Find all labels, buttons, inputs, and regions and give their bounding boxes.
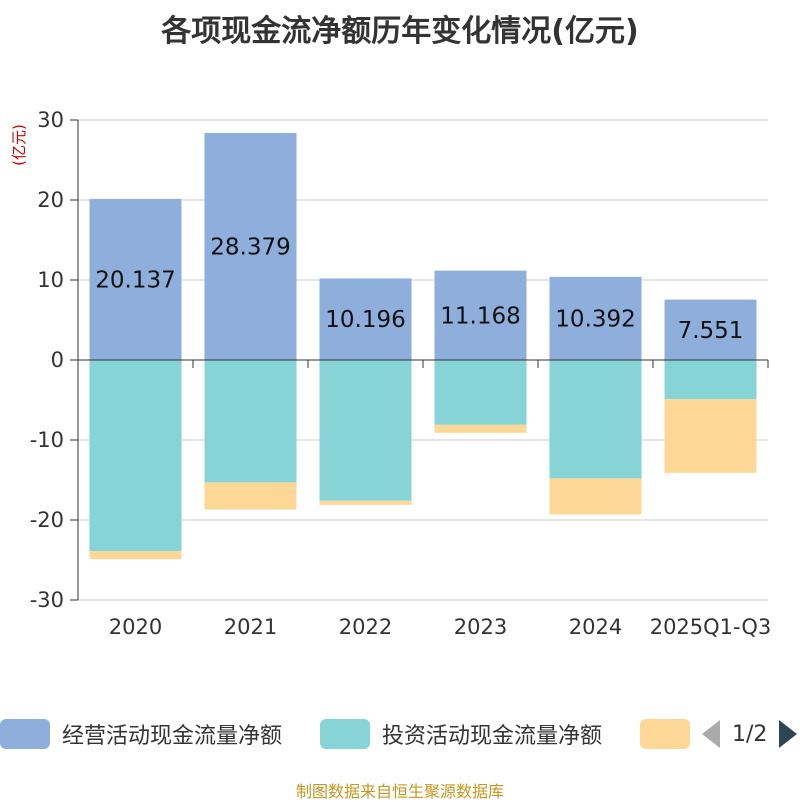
bar-2-2025Q1-Q3 — [664, 399, 757, 473]
bar-0-2020 — [89, 198, 182, 360]
chart-title: 各项现金流净额历年变化情况(亿元) — [161, 14, 639, 49]
bar-0-2021 — [204, 132, 297, 360]
legend-prev-icon[interactable] — [702, 720, 720, 748]
bar-2-2021 — [204, 482, 297, 510]
legend-label-operating: 经营活动现金流量净额 — [62, 724, 283, 749]
bar-1-2020 — [89, 360, 182, 552]
bar-1-2024 — [549, 360, 642, 479]
bar-0-2023 — [434, 270, 527, 360]
y-tick-label: 30 — [37, 108, 64, 132]
bar-2-2022 — [319, 500, 412, 505]
legend-page-text: 1/2 — [732, 721, 768, 747]
legend-item-operating[interactable]: 经营活动现金流量净额 — [0, 716, 282, 752]
y-tick-label: 10 — [37, 268, 64, 292]
data-label: 11.168 — [440, 303, 520, 329]
x-tick-label: 2023 — [454, 615, 507, 639]
legend: 经营活动现金流量净额 投资活动现金流量净额 1/2 — [0, 716, 800, 752]
bar-2-2020 — [89, 551, 182, 560]
x-tick-label: 2024 — [569, 615, 622, 639]
bar-0-2022 — [319, 278, 412, 360]
bar-1-2023 — [434, 360, 527, 425]
bar-1-2022 — [319, 360, 412, 501]
legend-swatch-investing — [320, 719, 370, 749]
x-tick-label: 2022 — [339, 615, 392, 639]
data-label: 28.379 — [210, 234, 290, 260]
legend-pager: 1/2 — [702, 716, 798, 752]
x-tick-label: 2020 — [109, 615, 162, 639]
bar-1-2025Q1-Q3 — [664, 360, 757, 400]
data-label: 10.392 — [555, 306, 635, 332]
bar-0-2024 — [549, 276, 642, 360]
legend-label-investing: 投资活动现金流量净额 — [382, 724, 603, 749]
y-unit-label: (亿元) — [10, 124, 28, 166]
x-tick-label: 2021 — [224, 615, 277, 639]
y-tick-label: -10 — [30, 428, 64, 452]
bar-1-2021 — [204, 360, 297, 483]
bar-0-2025Q1-Q3 — [664, 299, 757, 360]
bar-2-2023 — [434, 424, 527, 433]
data-label: 10.196 — [325, 307, 405, 333]
y-tick-label: 20 — [37, 188, 64, 212]
bar-2-2024 — [549, 478, 642, 515]
legend-next-icon[interactable] — [779, 720, 798, 748]
data-label: 20.137 — [95, 267, 175, 293]
source-footer: 制图数据来自恒生聚源数据库 — [295, 782, 504, 801]
data-label: 7.551 — [678, 318, 744, 344]
legend-item-financing[interactable] — [640, 716, 690, 752]
y-tick-label: 0 — [51, 348, 64, 372]
legend-item-investing[interactable]: 投资活动现金流量净额 — [320, 716, 602, 752]
legend-swatch-financing — [640, 719, 690, 749]
legend-swatch-operating — [0, 719, 50, 749]
y-tick-label: -20 — [30, 508, 64, 532]
x-tick-label: 2025Q1-Q3 — [650, 615, 772, 639]
y-tick-label: -30 — [30, 588, 64, 612]
